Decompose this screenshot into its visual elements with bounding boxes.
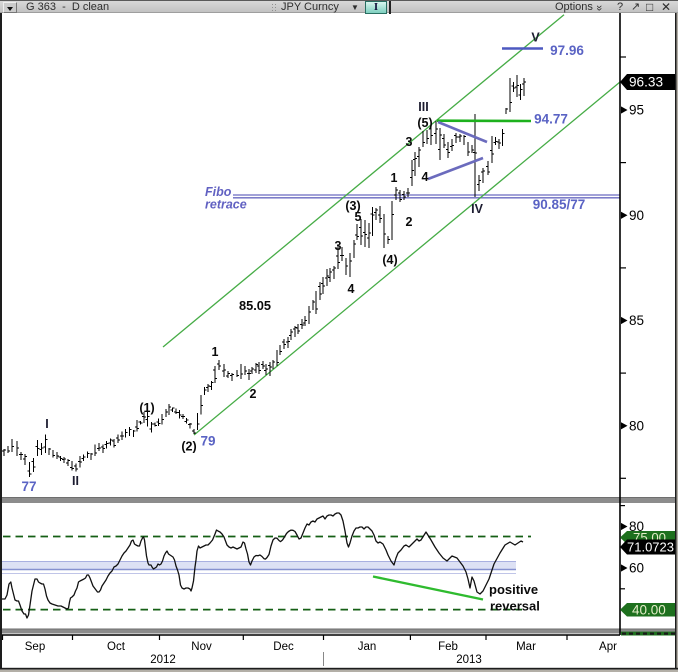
svg-text:III: III (418, 100, 428, 114)
svg-text:Fibo: Fibo (205, 185, 232, 199)
svg-text:77: 77 (21, 479, 36, 494)
svg-text:1: 1 (391, 171, 398, 185)
svg-text:Nov: Nov (191, 641, 212, 653)
svg-text:Mar: Mar (516, 641, 536, 653)
svg-text:Dec: Dec (273, 641, 294, 653)
svg-text:1: 1 (212, 345, 219, 359)
svg-text:reversal: reversal (490, 599, 540, 614)
svg-text:2: 2 (250, 387, 257, 401)
svg-text:85.05: 85.05 (239, 298, 271, 313)
svg-text:71.0723: 71.0723 (627, 540, 674, 555)
svg-text:96.33: 96.33 (629, 75, 663, 90)
svg-text:85: 85 (629, 313, 644, 328)
svg-text:90.85/77: 90.85/77 (533, 197, 586, 212)
svg-text:II: II (72, 474, 79, 488)
svg-text:5: 5 (355, 210, 362, 224)
svg-text:4: 4 (348, 282, 355, 296)
svg-text:2013: 2013 (456, 654, 482, 666)
svg-text:2012: 2012 (150, 654, 176, 666)
svg-text:80: 80 (629, 418, 644, 433)
svg-text:95: 95 (629, 103, 644, 118)
svg-text:97.96: 97.96 (550, 43, 584, 58)
svg-text:retrace: retrace (205, 198, 247, 212)
svg-text:Oct: Oct (107, 641, 126, 653)
svg-text:IV: IV (471, 202, 483, 216)
svg-text:60: 60 (629, 561, 644, 576)
svg-text:(4): (4) (382, 253, 397, 267)
svg-text:4: 4 (422, 170, 429, 184)
svg-text:2: 2 (406, 215, 413, 229)
svg-text:(2): (2) (181, 440, 196, 454)
svg-text:(5): (5) (417, 116, 432, 130)
svg-text:V: V (531, 31, 540, 45)
svg-text:3: 3 (335, 239, 342, 253)
svg-text:3: 3 (406, 135, 413, 149)
svg-text:79: 79 (200, 434, 215, 449)
svg-text:90: 90 (629, 208, 644, 223)
svg-text:Apr: Apr (599, 641, 617, 653)
svg-text:80: 80 (629, 519, 644, 534)
svg-text:(3): (3) (345, 199, 360, 213)
svg-text:Sep: Sep (25, 641, 45, 653)
svg-text:(1): (1) (139, 401, 154, 415)
svg-text:Feb: Feb (438, 641, 458, 653)
svg-text:40.00: 40.00 (632, 602, 666, 617)
svg-text:positive: positive (489, 582, 538, 597)
svg-text:I: I (45, 417, 48, 431)
svg-text:94.77: 94.77 (534, 112, 568, 127)
svg-text:Jan: Jan (358, 641, 377, 653)
